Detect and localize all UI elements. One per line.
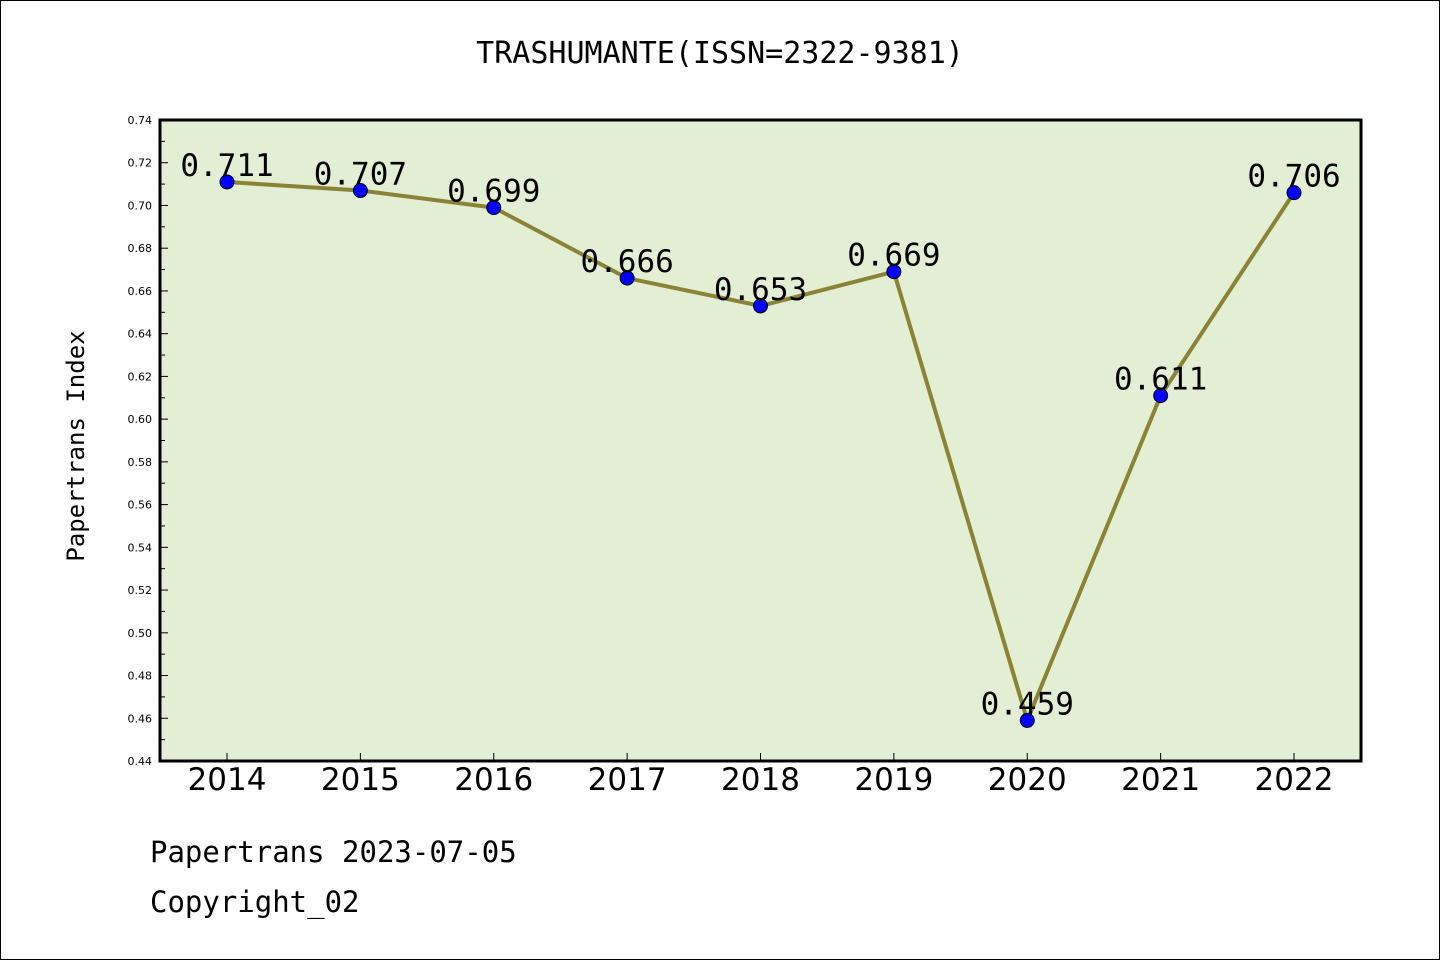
data-point-marker [1019, 712, 1035, 728]
y-tick-label: 0.48 [128, 670, 153, 683]
y-tick-label: 0.70 [128, 199, 153, 212]
y-tick-label: 0.60 [128, 413, 153, 426]
data-point-marker [219, 174, 235, 190]
x-tick-label: 2021 [1121, 762, 1200, 798]
x-tick-label: 2019 [854, 762, 933, 798]
data-label: 0.653 [714, 272, 807, 308]
y-tick-label: 0.68 [128, 242, 153, 255]
chart-title: TRASHUMANTE(ISSN=2322-9381) [476, 36, 964, 71]
y-tick-label: 0.58 [128, 456, 153, 469]
data-label: 0.611 [1114, 362, 1207, 398]
data-label: 0.459 [981, 686, 1074, 722]
data-point-marker [352, 183, 368, 199]
data-label: 0.669 [847, 238, 940, 274]
x-tick-label: 2017 [588, 762, 667, 798]
data-point-marker [486, 200, 502, 216]
x-tick-label: 2020 [988, 762, 1067, 798]
x-tick-label: 2015 [321, 762, 400, 798]
footer-date-text: Papertrans 2023-07-05 [150, 835, 517, 869]
y-tick-label: 0.50 [128, 627, 153, 640]
data-label: 0.699 [447, 174, 540, 210]
data-point-marker [886, 264, 902, 280]
plot-background [158, 118, 1363, 763]
x-tick-label: 2016 [454, 762, 533, 798]
data-label: 0.706 [1247, 159, 1340, 195]
data-label: 0.711 [180, 148, 273, 184]
data-label: 0.707 [314, 157, 407, 193]
y-tick-label: 0.64 [128, 328, 153, 341]
data-point-marker [1153, 388, 1169, 404]
y-tick-label: 0.54 [128, 541, 153, 554]
x-tick-label: 2018 [721, 762, 800, 798]
y-tick-label: 0.72 [128, 157, 153, 170]
data-label: 0.666 [580, 244, 673, 280]
y-tick-label: 0.66 [128, 285, 153, 298]
x-tick-label: 2014 [188, 762, 267, 798]
data-point-marker [1286, 185, 1302, 201]
data-point-marker [619, 270, 635, 286]
y-tick-label: 0.56 [128, 499, 153, 512]
y-tick-label: 0.62 [128, 370, 153, 383]
x-tick-label: 2022 [1255, 762, 1334, 798]
y-tick-label: 0.74 [128, 114, 153, 127]
data-point-marker [753, 298, 768, 314]
footer-copyright-text: Copyright_02 [150, 885, 360, 919]
y-tick-label: 0.44 [128, 755, 153, 768]
y-tick-label: 0.52 [128, 584, 153, 597]
y-tick-label: 0.46 [128, 712, 153, 725]
